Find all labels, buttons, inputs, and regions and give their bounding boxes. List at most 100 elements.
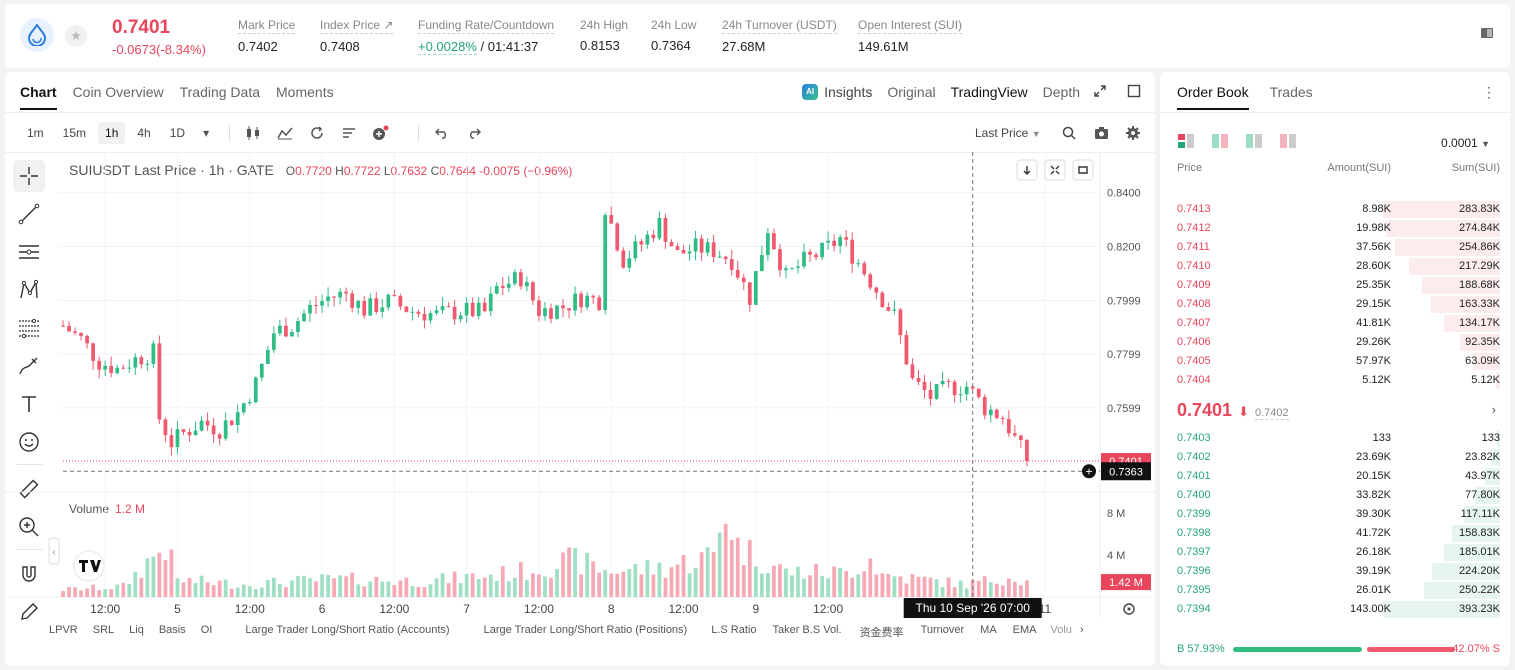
undo-icon[interactable]: [433, 124, 451, 142]
add-indicator-icon[interactable]: [372, 124, 390, 142]
bid-row[interactable]: 0.7398 41.72K 158.83K: [1160, 524, 1510, 543]
axis-settings-icon[interactable]: [1123, 603, 1135, 615]
text-tool-icon[interactable]: [13, 388, 45, 420]
tab-coin-overview[interactable]: Coin Overview: [72, 84, 164, 100]
tab-chart[interactable]: Chart: [20, 84, 57, 110]
bid-row[interactable]: 0.7403 133 133: [1160, 429, 1510, 448]
ruler-tool-icon[interactable]: [13, 473, 45, 505]
row-amount: 23.69K: [1356, 451, 1391, 463]
ask-row[interactable]: 0.7410 28.60K 217.29K: [1160, 257, 1510, 276]
stat-index-price[interactable]: Index Price ↗ 0.7408: [320, 18, 394, 54]
window-icon[interactable]: [1127, 84, 1141, 101]
ask-row[interactable]: 0.7412 19.98K 274.84K: [1160, 219, 1510, 238]
settings-gear-icon[interactable]: [1126, 126, 1140, 143]
last-price-select[interactable]: Last Price ▼: [975, 126, 1041, 140]
layout-bids-icon[interactable]: [1246, 134, 1262, 148]
layout-both-icon[interactable]: [1178, 134, 1194, 148]
ask-row[interactable]: 0.7409 25.35K 188.68K: [1160, 276, 1510, 295]
indicator-link-srl[interactable]: SRL: [92, 624, 115, 636]
indicator-link-turnover[interactable]: Turnover: [920, 624, 965, 636]
candle-body: [621, 250, 626, 268]
favorite-star-icon[interactable]: ★: [65, 25, 87, 47]
ticker-header: ★ 0.7401 -0.0673(-8.34%) Mark Price 0.74…: [5, 4, 1510, 68]
ask-row[interactable]: 0.7408 29.15K 163.33K: [1160, 295, 1510, 314]
indicator-link-liq[interactable]: Liq: [129, 624, 144, 636]
expand-icon[interactable]: [1093, 84, 1107, 101]
indicator-link-ls-ratio[interactable]: L.S Ratio: [711, 624, 757, 636]
book-icon[interactable]: [1480, 26, 1496, 44]
brush-tool-icon[interactable]: [13, 350, 45, 382]
ask-row[interactable]: 0.7413 8.98K 283.83K: [1160, 200, 1510, 219]
layout-asks-icon[interactable]: [1280, 134, 1296, 148]
precision-select[interactable]: 0.0001 ▼: [1441, 136, 1490, 150]
emoji-tool-icon[interactable]: [13, 426, 45, 458]
chevron-right-icon[interactable]: ›: [1079, 624, 1084, 636]
fib-tool-icon[interactable]: [13, 312, 45, 344]
bid-row[interactable]: 0.7399 39.30K 117.11K: [1160, 505, 1510, 524]
template-icon[interactable]: [340, 124, 358, 142]
ask-row[interactable]: 0.7405 57.97K 63.09K: [1160, 352, 1510, 371]
refresh-chart-icon[interactable]: [1072, 159, 1094, 181]
tab-tradingview[interactable]: TradingView: [950, 84, 1028, 100]
candle-body: [669, 241, 674, 247]
bid-row[interactable]: 0.7397 26.18K 185.01K: [1160, 543, 1510, 562]
bid-row[interactable]: 0.7401 20.15K 43.97K: [1160, 467, 1510, 486]
magnet-tool-icon[interactable]: [13, 558, 45, 590]
volume-bar: [103, 589, 108, 597]
replay-icon[interactable]: [308, 124, 326, 142]
collapse-toolbar-handle[interactable]: [48, 537, 60, 565]
candle-type-icon[interactable]: [244, 124, 262, 142]
price-chart[interactable]: 0.8400 0.8200 0.7999 0.7799 0.7599 8 M 4 M 12:0…: [5, 72, 1155, 632]
indicator-link-volume[interactable]: Volu: [1050, 624, 1072, 636]
chevron-right-icon[interactable]: ›: [1491, 402, 1496, 417]
indicator-link-ls-accounts[interactable]: Large Trader Long/Short Ratio (Accounts): [245, 624, 450, 636]
ask-row[interactable]: 0.7406 29.26K 92.35K: [1160, 333, 1510, 352]
pattern-tool-icon[interactable]: [13, 274, 45, 306]
ask-row[interactable]: 0.7404 5.12K 5.12K: [1160, 371, 1510, 390]
horizontal-lines-tool-icon[interactable]: [13, 236, 45, 268]
indicator-link-lpvr[interactable]: LPVR: [49, 624, 78, 636]
tab-moments[interactable]: Moments: [276, 84, 334, 100]
tab-depth[interactable]: Depth: [1042, 84, 1080, 100]
tab-original[interactable]: Original: [887, 84, 936, 100]
tab-insights[interactable]: AI Insights: [802, 84, 872, 100]
collapse-icon[interactable]: [1044, 159, 1066, 181]
indicator-link-ma[interactable]: MA: [980, 624, 997, 636]
candle-body: [470, 302, 475, 317]
bid-row[interactable]: 0.7402 23.69K 23.82K: [1160, 448, 1510, 467]
add-alert-plus-icon[interactable]: [1082, 464, 1096, 479]
ask-row[interactable]: 0.7411 37.56K 254.86K: [1160, 238, 1510, 257]
pencil-tool-icon[interactable]: [13, 596, 45, 628]
tab-trades[interactable]: Trades: [1269, 84, 1313, 100]
bid-row[interactable]: 0.7395 26.01K 250.22K: [1160, 581, 1510, 600]
layout-both-alt-icon[interactable]: [1212, 134, 1228, 148]
timeframe-1m[interactable]: 1m: [27, 126, 44, 140]
volume-bar: [350, 572, 355, 597]
trend-line-tool-icon[interactable]: [13, 198, 45, 230]
depth-bar: [1424, 582, 1500, 599]
more-options-icon[interactable]: ⋮: [1482, 84, 1496, 100]
indicator-link-taker-vol[interactable]: Taker B.S Vol.: [772, 624, 842, 636]
search-icon[interactable]: [1062, 126, 1076, 143]
timeframe-1h[interactable]: 1h: [98, 122, 126, 144]
ask-row[interactable]: 0.7407 41.81K 134.17K: [1160, 314, 1510, 333]
crosshair-tool-icon[interactable]: [13, 160, 45, 192]
timeframe-dropdown-icon[interactable]: ▾: [203, 126, 210, 140]
bid-row[interactable]: 0.7396 39.19K 224.20K: [1160, 562, 1510, 581]
bid-row[interactable]: 0.7394 143.00K 393.23K: [1160, 600, 1510, 619]
bid-row[interactable]: 0.7400 33.82K 77.80K: [1160, 486, 1510, 505]
timeframe-1d[interactable]: 1D: [169, 126, 186, 140]
tab-trading-data[interactable]: Trading Data: [179, 84, 261, 100]
zoom-in-tool-icon[interactable]: [13, 511, 45, 543]
redo-icon[interactable]: [465, 124, 483, 142]
indicator-link-funding[interactable]: 资金费率: [859, 627, 904, 639]
indicators-icon[interactable]: [276, 124, 294, 142]
camera-icon[interactable]: [1094, 126, 1109, 143]
indicator-link-basis[interactable]: Basis: [158, 624, 186, 636]
indicator-link-ls-positions[interactable]: Large Trader Long/Short Ratio (Positions…: [483, 624, 688, 636]
indicator-link-oi[interactable]: OI: [200, 624, 213, 636]
timeframe-15m[interactable]: 15m: [62, 126, 87, 140]
indicator-link-ema[interactable]: EMA: [1012, 624, 1037, 636]
timeframe-4h[interactable]: 4h: [137, 126, 151, 140]
tab-order-book[interactable]: Order Book: [1177, 84, 1249, 110]
